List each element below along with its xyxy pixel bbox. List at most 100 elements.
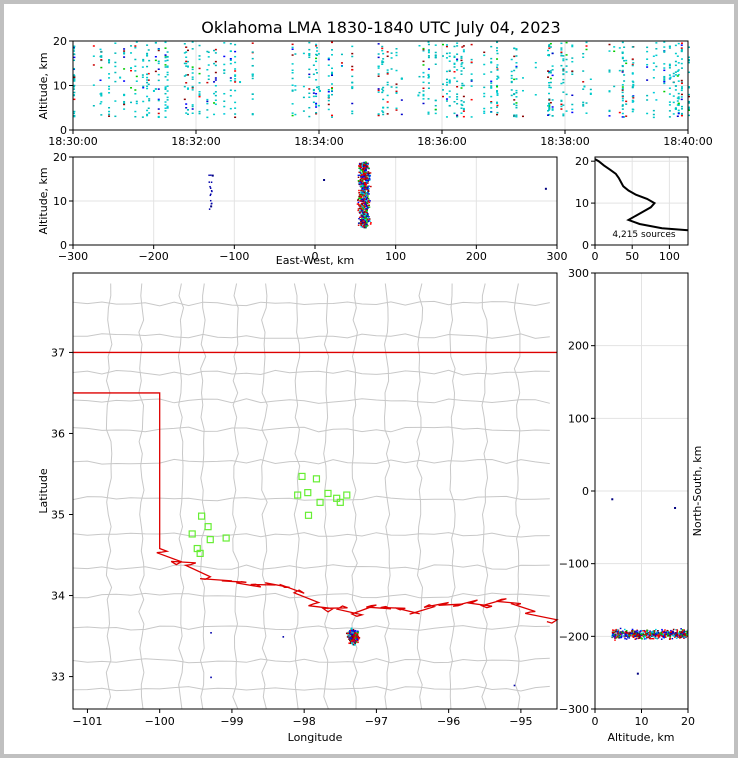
source-point — [687, 106, 690, 109]
source-point — [365, 179, 367, 182]
source-point — [582, 105, 585, 107]
source-point — [643, 636, 646, 638]
source-point — [366, 166, 369, 168]
source-point — [191, 104, 194, 106]
source-point — [640, 633, 643, 635]
source-point — [234, 113, 237, 115]
source-point — [291, 114, 294, 117]
source-point — [562, 69, 565, 71]
source-point — [445, 93, 448, 95]
altitude-tick-label: 10 — [53, 80, 67, 93]
source-point — [362, 223, 365, 225]
source-point — [551, 69, 554, 71]
source-point — [315, 72, 318, 74]
source-point — [560, 108, 563, 110]
source-point — [164, 76, 167, 78]
source-point — [214, 60, 217, 63]
source-point — [632, 97, 635, 99]
source-point — [351, 52, 354, 55]
figure-frame: Oklahoma LMA 1830-1840 UTC July 04, 2023… — [4, 4, 734, 754]
source-point — [496, 68, 499, 70]
source-point — [624, 632, 627, 635]
source-point — [361, 169, 364, 172]
county-line — [261, 283, 268, 710]
source-point — [73, 56, 76, 59]
source-point — [361, 213, 363, 215]
station-marker — [304, 511, 313, 519]
source-point — [108, 115, 111, 117]
source-point — [386, 81, 389, 84]
source-point — [351, 86, 354, 88]
source-point — [291, 90, 294, 92]
source-point — [631, 46, 634, 48]
source-point — [422, 72, 425, 74]
source-point — [617, 629, 620, 631]
source-point — [549, 86, 552, 89]
source-point — [362, 196, 365, 198]
source-point — [680, 105, 683, 108]
source-point — [395, 69, 398, 72]
source-point — [364, 225, 367, 227]
source-point — [634, 631, 636, 633]
source-point — [441, 89, 444, 91]
source-point — [625, 635, 628, 637]
source-point — [229, 95, 232, 97]
source-point — [357, 224, 360, 226]
county-line — [72, 685, 550, 692]
station-marker — [188, 530, 196, 538]
source-point — [331, 54, 334, 56]
source-point — [674, 64, 677, 67]
source-point — [613, 629, 615, 632]
source-point — [638, 635, 640, 637]
sample-source — [211, 174, 214, 177]
source-point — [427, 113, 430, 115]
source-point — [157, 116, 160, 119]
county-line — [177, 283, 185, 710]
source-point — [680, 49, 683, 52]
source-point — [366, 162, 368, 165]
source-point — [214, 48, 217, 51]
ew-altitude-tick-label: 20 — [53, 151, 67, 164]
source-point — [521, 77, 524, 79]
source-point — [354, 635, 356, 638]
ew-altitude-tick-label: 0 — [60, 239, 67, 252]
source-point — [680, 82, 683, 85]
source-point — [625, 115, 628, 117]
source-point — [680, 42, 683, 44]
source-point — [366, 163, 368, 166]
source-point — [680, 86, 683, 88]
source-point — [369, 220, 371, 222]
source-point — [368, 220, 370, 222]
source-point — [422, 94, 425, 97]
source-point — [671, 631, 674, 633]
source-point — [490, 80, 493, 83]
source-point — [682, 632, 684, 635]
source-point — [676, 75, 679, 77]
time-height-sources — [73, 41, 690, 119]
source-point — [676, 104, 679, 106]
source-point — [548, 45, 551, 47]
source-point — [327, 94, 330, 97]
source-point — [360, 198, 363, 201]
source-point — [123, 50, 126, 52]
source-point — [114, 115, 117, 118]
source-point — [351, 87, 354, 90]
source-point — [367, 189, 369, 191]
source-point — [381, 91, 384, 94]
source-point — [679, 632, 682, 634]
source-point — [668, 74, 671, 76]
source-point — [448, 90, 451, 92]
source-point — [361, 162, 364, 164]
source-point — [100, 101, 103, 103]
source-point — [655, 54, 658, 57]
source-point — [585, 112, 588, 114]
source-point — [617, 634, 620, 636]
source-point — [185, 74, 188, 76]
source-point — [644, 633, 647, 636]
source-point — [351, 45, 354, 48]
source-point — [644, 638, 647, 640]
source-point — [108, 110, 111, 113]
source-point — [456, 58, 459, 61]
source-point — [448, 82, 451, 84]
source-point — [142, 60, 145, 62]
